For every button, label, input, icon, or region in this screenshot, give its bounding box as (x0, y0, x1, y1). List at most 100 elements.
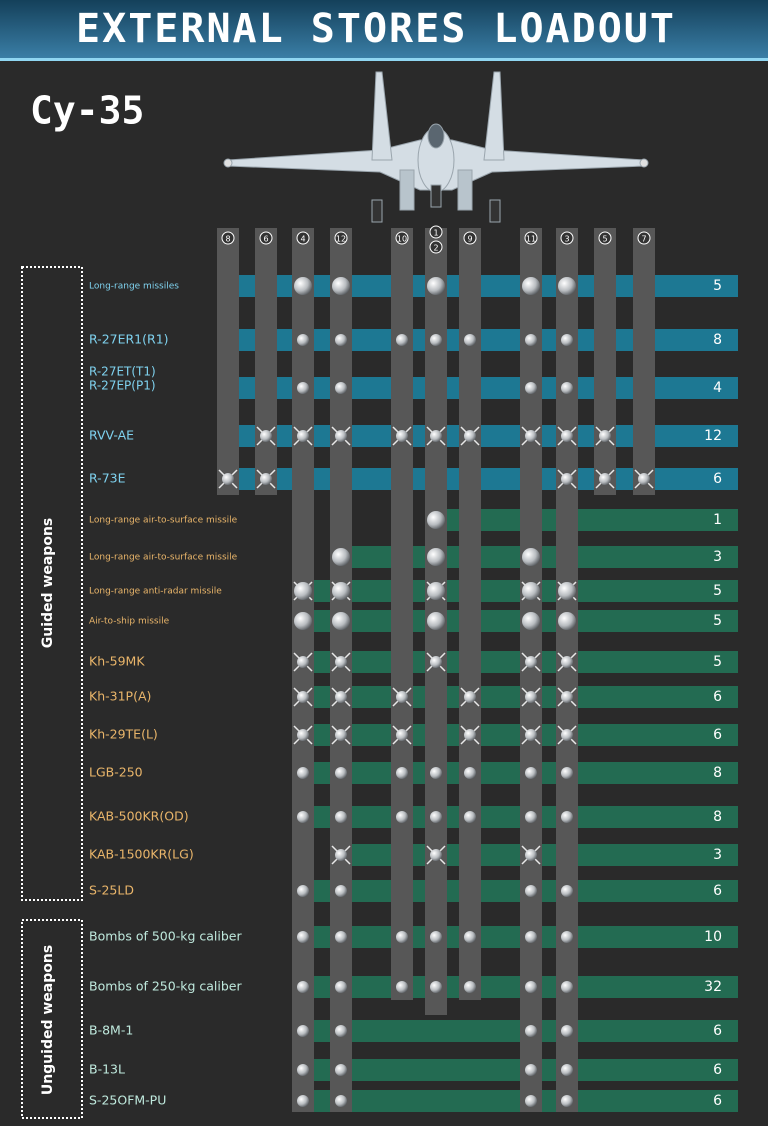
weapon-icon (430, 811, 442, 823)
weapon-icon (525, 1064, 537, 1076)
weapon-icon (396, 811, 408, 823)
weapon-icon (561, 811, 573, 823)
weapon-icon (430, 849, 442, 861)
row-name: S-25LD (89, 883, 134, 898)
weapon-icon (525, 811, 537, 823)
header-line (0, 58, 768, 61)
weapon-icon (561, 334, 573, 346)
weapon-icon (561, 1064, 573, 1076)
row-count: 4 (713, 380, 722, 396)
station-marker (524, 231, 538, 245)
weapon-icon (558, 582, 576, 600)
weapon-icon (561, 767, 573, 779)
weapon-icon (525, 430, 537, 442)
station-marker (334, 231, 348, 245)
weapon-icon (260, 430, 272, 442)
weapon-icon (561, 691, 573, 703)
row-bar (292, 1020, 738, 1042)
weapon-icon (525, 931, 537, 943)
weapon-icon (297, 1095, 309, 1107)
station-column (594, 228, 616, 495)
weapon-icon (335, 691, 347, 703)
weapon-icon (599, 473, 611, 485)
weapon-icon (525, 334, 537, 346)
weapon-icon (335, 382, 347, 394)
weapon-icon (558, 612, 576, 630)
row-name: Bombs of 250-kg caliber (89, 979, 242, 994)
weapon-icon (561, 729, 573, 741)
station-marker (296, 231, 310, 245)
weapon-icon (430, 656, 442, 668)
weapon-icon (332, 277, 350, 295)
row-count: 6 (713, 727, 722, 743)
row-name: R-27ET(T1) (89, 365, 156, 379)
station-label: 11 (526, 235, 536, 244)
weapon-icon (561, 656, 573, 668)
weapon-icon (522, 548, 540, 566)
weapon-icon (297, 1064, 309, 1076)
row-count: 5 (713, 583, 722, 599)
weapon-icon (335, 729, 347, 741)
station-marker (429, 225, 443, 239)
group-bracket (21, 919, 83, 1119)
weapon-icon (396, 729, 408, 741)
weapon-icon (430, 430, 442, 442)
station-label: 1 (433, 229, 438, 238)
station-column (633, 228, 655, 495)
row-name: KAB-1500KR(LG) (89, 847, 194, 862)
row-count: 5 (713, 613, 722, 629)
weapon-icon (335, 931, 347, 943)
station-label: 12 (336, 235, 346, 244)
weapon-icon (464, 729, 476, 741)
header-bar (0, 0, 768, 58)
station-column (391, 228, 413, 1000)
row-name: Air-to-ship missile (89, 617, 170, 627)
weapon-icon (332, 548, 350, 566)
row-count: 6 (713, 471, 722, 487)
row-name: R-27ER1(R1) (89, 332, 169, 347)
weapon-icon (396, 931, 408, 943)
row-bar (292, 880, 738, 902)
station-label: 9 (467, 235, 472, 244)
row-count: 10 (704, 929, 722, 945)
station-marker (637, 231, 651, 245)
row-bar (292, 724, 738, 746)
row-name: KAB-500KR(OD) (89, 809, 189, 824)
station-marker (221, 231, 235, 245)
weapon-icon (525, 849, 537, 861)
weapon-icon (427, 277, 445, 295)
row-name: Kh-29TE(L) (89, 727, 158, 742)
weapon-icon (335, 767, 347, 779)
station-marker (463, 231, 477, 245)
aircraft-name: Су-35 (30, 89, 144, 133)
row-bar (292, 686, 738, 708)
weapon-icon (332, 582, 350, 600)
row-name: Kh-31P(A) (89, 689, 151, 704)
weapon-icon (427, 548, 445, 566)
weapon-icon (427, 511, 445, 529)
aircraft-drawing (223, 71, 649, 223)
weapon-icon (599, 430, 611, 442)
weapon-icon (522, 582, 540, 600)
row-count: 6 (713, 689, 722, 705)
row-count: 6 (713, 1093, 722, 1109)
weapon-icon (294, 582, 312, 600)
row-count: 6 (713, 883, 722, 899)
weapon-icon (335, 334, 347, 346)
weapon-icon (464, 691, 476, 703)
weapon-icon (297, 656, 309, 668)
weapon-icon (430, 767, 442, 779)
weapon-icon (525, 981, 537, 993)
row-name: LGB-250 (89, 765, 143, 780)
weapon-icon (335, 849, 347, 861)
weapon-icon (427, 612, 445, 630)
weapon-icon (525, 1095, 537, 1107)
weapon-icon (561, 473, 573, 485)
weapon-icon (525, 767, 537, 779)
weapon-icon (561, 1025, 573, 1037)
weapon-icon (522, 612, 540, 630)
station-label: 2 (433, 244, 438, 253)
weapon-icon (464, 334, 476, 346)
